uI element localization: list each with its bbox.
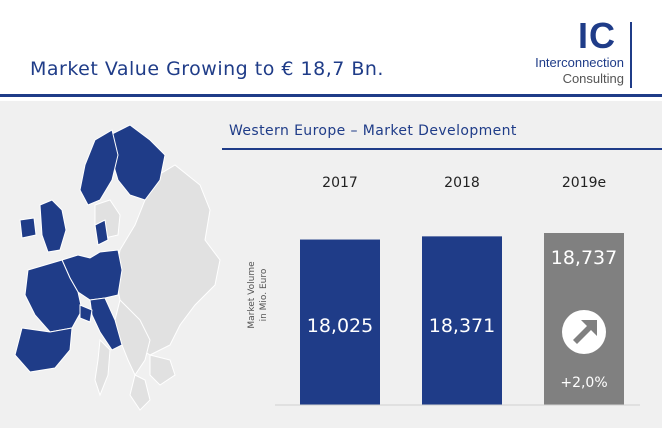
map-base-region <box>94 164 221 411</box>
growth-label: +2,0% <box>560 375 607 391</box>
logo-line-2: Consulting <box>562 71 624 86</box>
category-label-2019e: 2019e <box>562 175 606 191</box>
bar-2018 <box>422 236 502 405</box>
logo-mark: IC <box>578 15 616 56</box>
bars-layer: 2017 18,025 2018 18,371 2019e 18,737 +2,0% <box>300 175 624 405</box>
y-axis-label-line-2: in Mio. Euro <box>259 268 269 321</box>
value-label-2018: 18,371 <box>429 315 495 337</box>
europe-map-icon <box>14 124 221 411</box>
header-divider <box>0 94 662 97</box>
arrow-up-right-icon <box>562 310 606 354</box>
category-label-2018: 2018 <box>444 175 480 191</box>
category-label-2017: 2017 <box>322 175 358 191</box>
chart-title: Western Europe – Market Development <box>229 123 517 139</box>
logo-line-1: Interconnection <box>535 55 624 70</box>
map-western-europe-region <box>14 124 166 373</box>
logo-divider <box>630 22 632 88</box>
y-axis-label-line-1: Market Volume <box>247 261 257 329</box>
bar-2017 <box>300 239 380 405</box>
company-logo: IC Interconnection Consulting <box>508 18 638 88</box>
chart-title-divider <box>222 148 662 150</box>
header: Market Value Growing to € 18,7 Bn. IC In… <box>0 0 662 97</box>
value-label-2019e: 18,737 <box>551 247 617 269</box>
page-title: Market Value Growing to € 18,7 Bn. <box>30 58 384 80</box>
market-chart: Market Volume in Mio. Euro 201718,025201… <box>247 175 640 406</box>
value-label-2017: 18,025 <box>307 315 373 337</box>
